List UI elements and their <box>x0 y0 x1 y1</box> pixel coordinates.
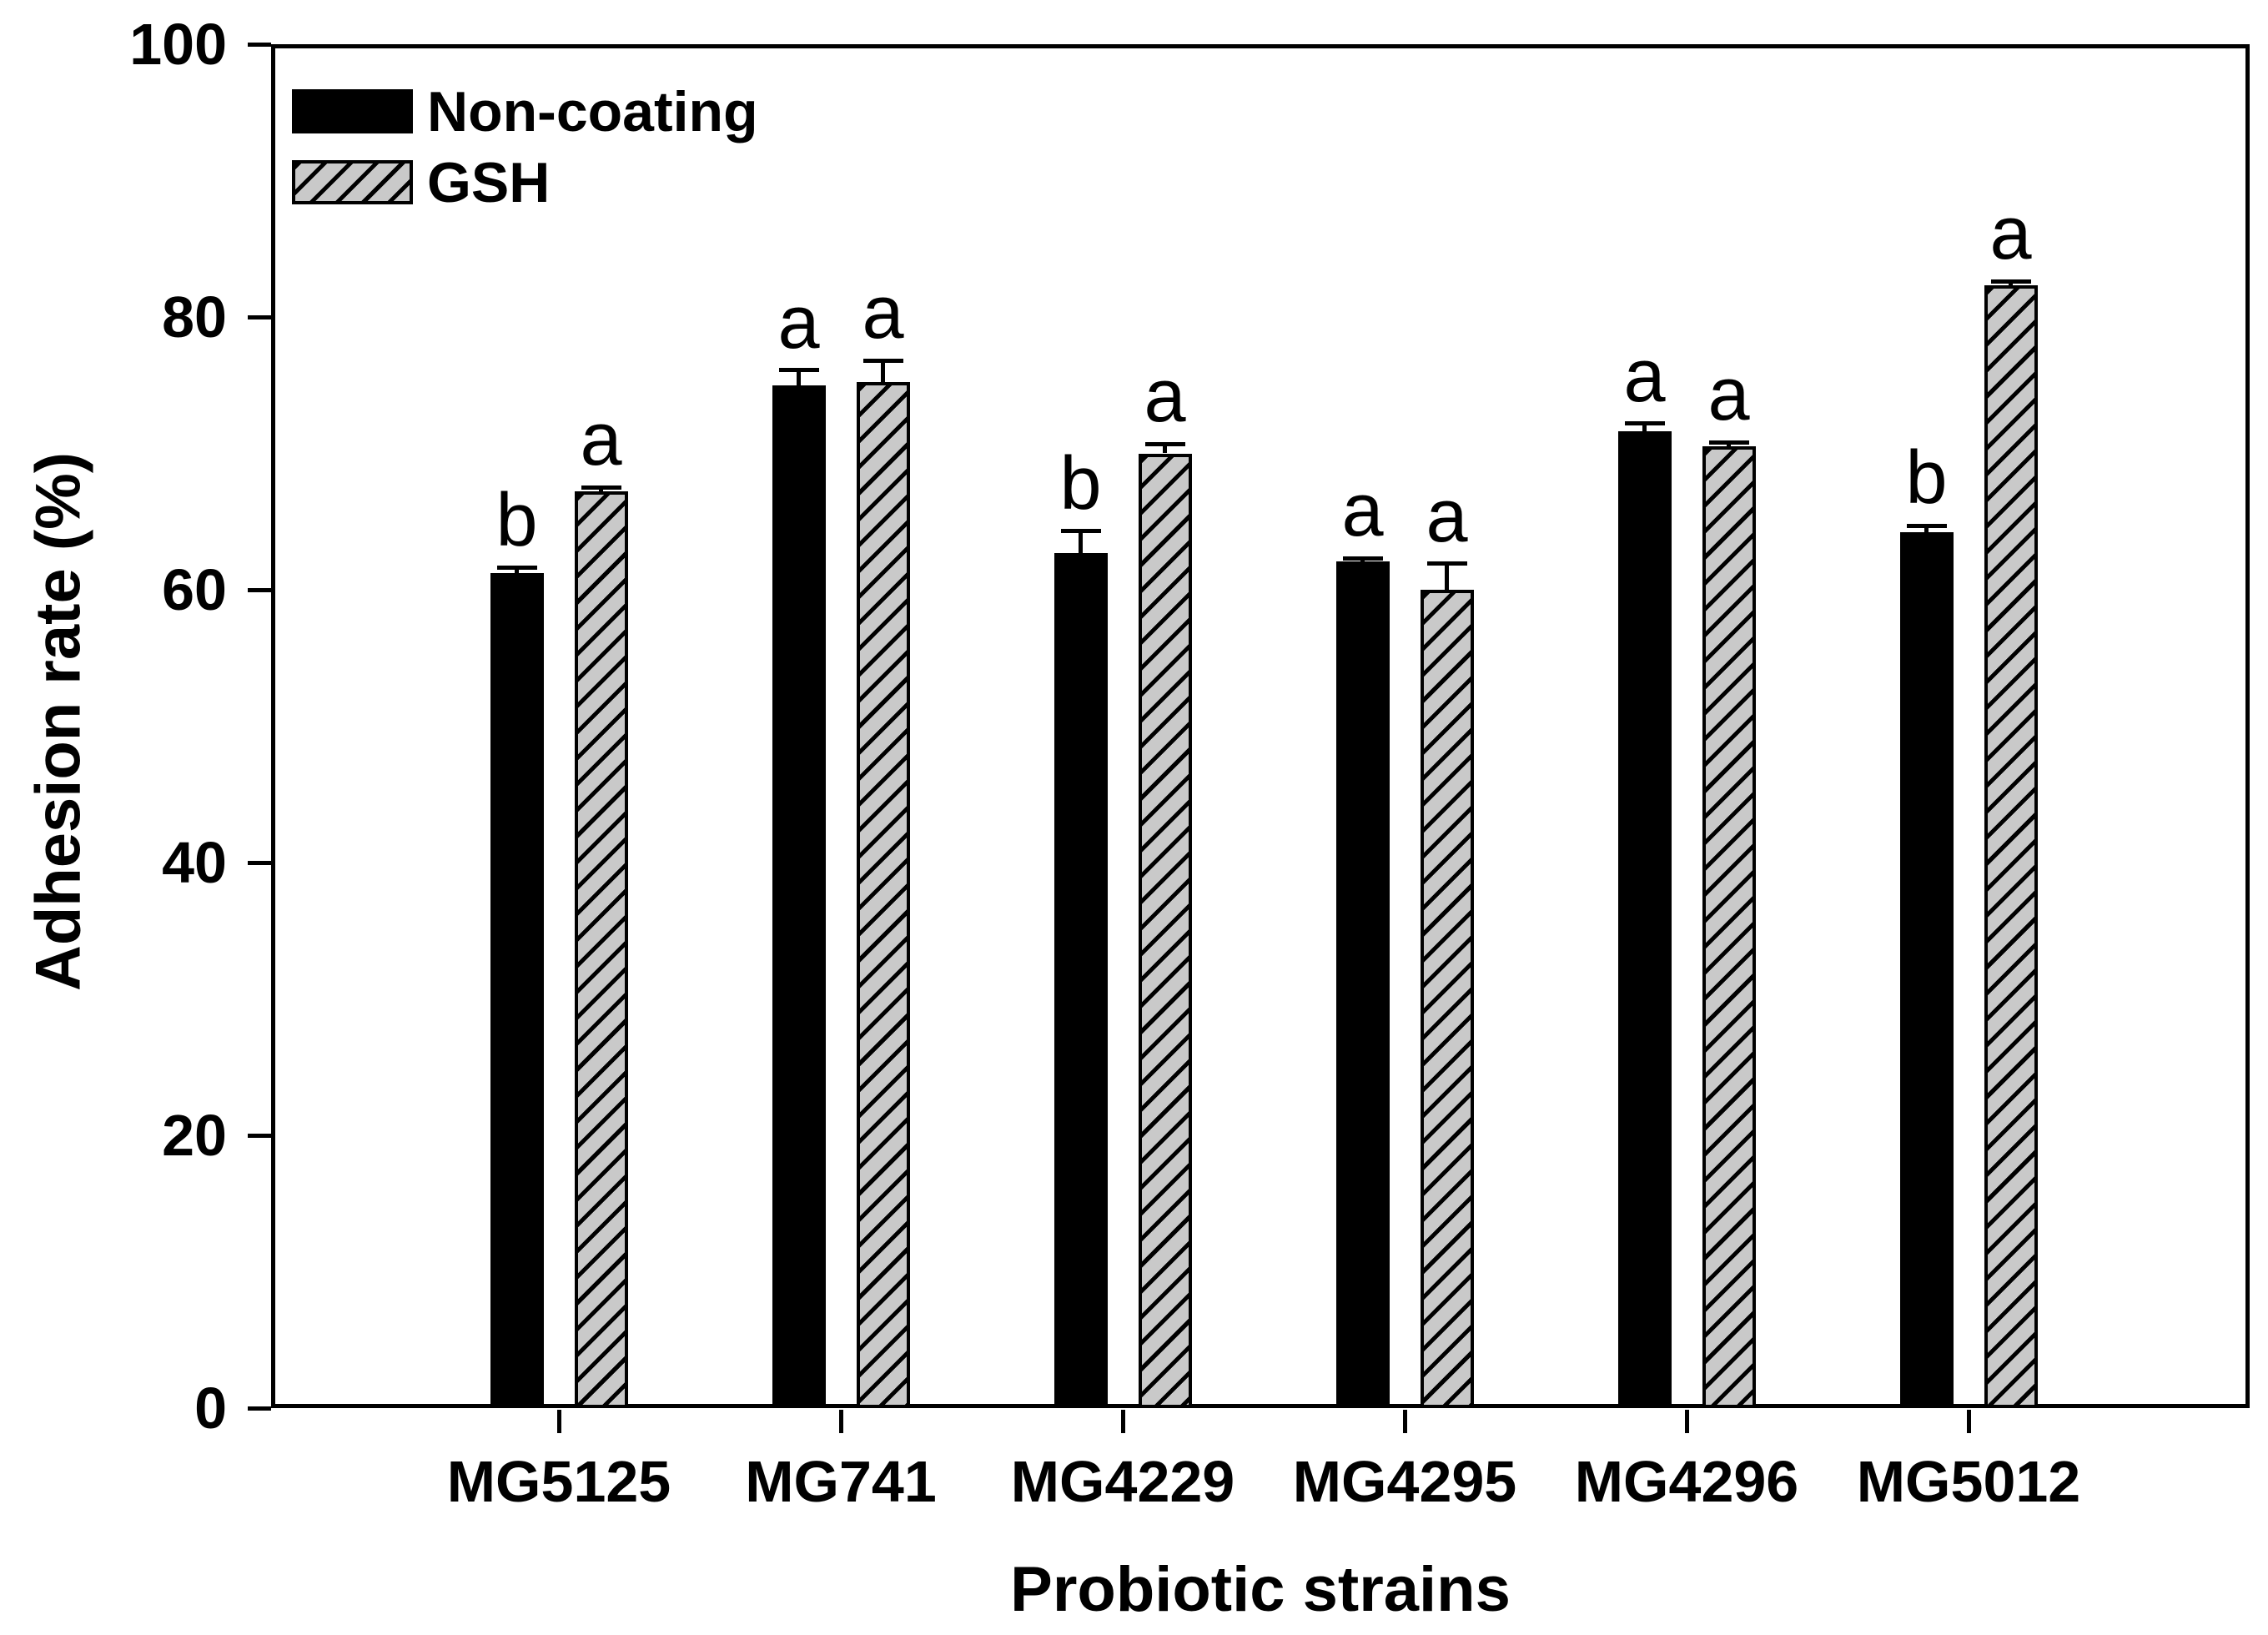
bar-non-coating-MG741 <box>772 385 826 1408</box>
y-tick-label: 60 <box>162 557 227 622</box>
error-bar-whisker <box>1163 444 1167 454</box>
error-bar-cap <box>1342 556 1383 561</box>
error-bar-cap <box>778 368 819 373</box>
x-tick-mark <box>1966 1410 1971 1433</box>
y-tick-label: 80 <box>162 284 227 350</box>
x-tick-mark <box>1402 1410 1407 1433</box>
error-bar-cap <box>1144 441 1185 446</box>
sig-letter: b <box>495 478 538 562</box>
x-tick-mark <box>556 1410 561 1433</box>
y-axis-title: Adhesion rate (%) <box>23 451 94 992</box>
error-bar-whisker <box>1445 563 1449 590</box>
legend-swatch-gsh <box>292 160 413 204</box>
sig-letter: a <box>1144 355 1186 439</box>
error-bar-cap <box>862 358 903 363</box>
legend-label-gsh: GSH <box>427 151 551 214</box>
bar-non-coating-MG4229 <box>1054 552 1108 1408</box>
error-bar-cap <box>1990 279 2031 284</box>
bar-gsh-MG4295 <box>1420 590 1474 1408</box>
sig-letter: a <box>580 398 622 482</box>
error-bar-cap <box>581 485 621 490</box>
error-bar-cap <box>1426 561 1467 566</box>
y-tick-mark <box>248 1406 271 1411</box>
bar-gsh-MG4229 <box>1138 453 1192 1408</box>
sig-letter: a <box>777 280 820 365</box>
bar-gsh-MG5125 <box>574 491 628 1408</box>
sig-letter: b <box>1905 436 1948 521</box>
error-bar-whisker <box>881 360 885 383</box>
sig-letter: a <box>1341 469 1384 553</box>
bar-gsh-MG741 <box>856 382 910 1408</box>
error-bar-whisker <box>1924 526 1929 533</box>
bar-gsh-MG4296 <box>1702 446 1756 1408</box>
error-bar-whisker <box>1642 423 1647 432</box>
x-tick-label: MG4296 <box>1574 1449 1799 1514</box>
error-bar-whisker <box>515 567 519 574</box>
y-tick-label: 100 <box>129 12 227 77</box>
error-bar-cap <box>496 566 537 571</box>
y-tick-mark <box>248 42 271 47</box>
y-tick-label: 0 <box>194 1376 227 1441</box>
bar-non-coating-MG4295 <box>1335 561 1390 1408</box>
sig-letter: a <box>1426 474 1468 558</box>
error-bar-whisker <box>1079 531 1083 553</box>
error-bar-cap <box>1906 523 1947 528</box>
error-bar-cap <box>1708 440 1749 445</box>
sig-letter: a <box>1623 334 1666 418</box>
sig-letter: b <box>1059 441 1102 526</box>
error-bar-cap <box>1060 529 1101 534</box>
legend-label-non-coating: Non-coating <box>427 80 758 143</box>
legend-swatch-non-coating <box>292 89 413 133</box>
y-tick-mark <box>248 587 271 592</box>
x-tick-mark <box>1684 1410 1689 1433</box>
sig-letter: a <box>1989 192 2032 276</box>
error-bar-whisker <box>797 370 801 385</box>
x-axis-title: Probiotic strains <box>1010 1554 1511 1625</box>
x-tick-mark <box>1120 1410 1125 1433</box>
y-tick-mark <box>248 314 271 319</box>
x-tick-label: MG5012 <box>1856 1449 2081 1514</box>
bar-gsh-MG5012 <box>1984 285 2038 1408</box>
x-tick-label: MG5125 <box>446 1449 671 1514</box>
bar-non-coating-MG5012 <box>1899 532 1954 1408</box>
bar-non-coating-MG5125 <box>490 573 544 1408</box>
y-tick-label: 20 <box>162 1103 227 1168</box>
sig-letter: a <box>1707 353 1750 437</box>
y-tick-mark <box>248 860 271 865</box>
sig-letter: a <box>862 271 904 355</box>
bar-non-coating-MG4296 <box>1617 431 1672 1408</box>
x-tick-label: MG741 <box>745 1449 937 1514</box>
x-tick-label: MG4229 <box>1010 1449 1235 1514</box>
y-tick-mark <box>248 1133 271 1138</box>
y-tick-label: 40 <box>162 830 227 895</box>
error-bar-cap <box>1624 421 1665 426</box>
x-tick-label: MG4295 <box>1292 1449 1517 1514</box>
x-tick-mark <box>838 1410 843 1433</box>
